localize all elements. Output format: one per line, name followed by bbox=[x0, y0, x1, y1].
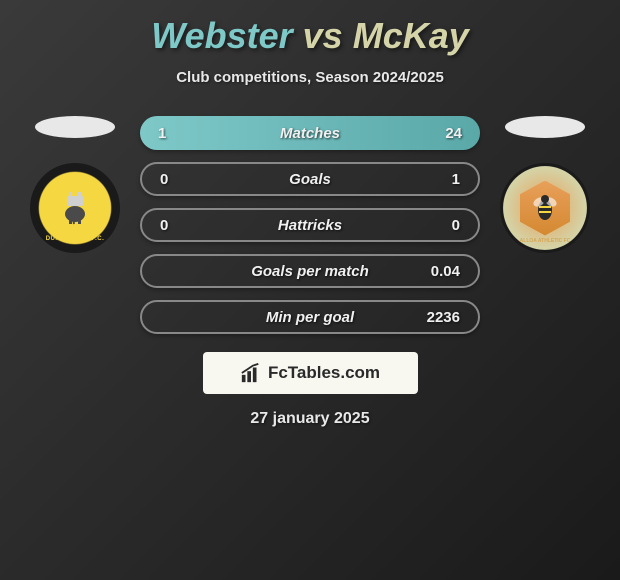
stat-right-value: 0 bbox=[420, 217, 460, 234]
left-club-badge: DFC DUMBARTON F.C. bbox=[30, 163, 120, 253]
left-badge-column: DFC DUMBARTON F.C. bbox=[25, 116, 125, 253]
stat-row-min-per-goal: Min per goal 2236 bbox=[140, 300, 480, 334]
stat-label: Min per goal bbox=[266, 309, 354, 326]
stat-left-value: 1 bbox=[158, 125, 198, 142]
watermark[interactable]: FcTables.com bbox=[203, 352, 418, 394]
stats-column: 1 Matches 24 0 Goals 1 0 Hattricks 0 Goa… bbox=[140, 116, 480, 334]
stat-label: Goals bbox=[289, 171, 331, 188]
stat-right-value: 0.04 bbox=[420, 263, 460, 280]
stat-row-goals-per-match: Goals per match 0.04 bbox=[140, 254, 480, 288]
player1-name: Webster bbox=[151, 15, 292, 56]
subtitle: Club competitions, Season 2024/2025 bbox=[0, 69, 620, 86]
main-container: Webster vs McKay Club competitions, Seas… bbox=[0, 0, 620, 438]
stat-right-value: 24 bbox=[422, 125, 462, 142]
page-title: Webster vs McKay bbox=[0, 15, 620, 57]
badge-left-top-text: DFC bbox=[67, 174, 83, 183]
stat-row-goals: 0 Goals 1 bbox=[140, 162, 480, 196]
stat-right-value: 1 bbox=[420, 171, 460, 188]
date-label: 27 january 2025 bbox=[0, 410, 620, 428]
right-badge-column: ALLOA ATHLETIC FC bbox=[495, 116, 595, 253]
right-flag-icon bbox=[505, 116, 585, 138]
vs-text: vs bbox=[303, 15, 343, 56]
watermark-text: FcTables.com bbox=[268, 363, 380, 383]
player2-name: McKay bbox=[353, 15, 469, 56]
stat-row-matches: 1 Matches 24 bbox=[140, 116, 480, 150]
chart-icon bbox=[240, 362, 262, 384]
stat-label: Matches bbox=[280, 125, 340, 142]
badge-right-bottom-text: ALLOA ATHLETIC FC bbox=[520, 238, 571, 244]
badge-left-bottom-text: DUMBARTON F.C. bbox=[46, 236, 105, 242]
stat-right-value: 2236 bbox=[420, 309, 460, 326]
elephant-icon bbox=[48, 181, 103, 236]
left-flag-icon bbox=[35, 116, 115, 138]
stat-row-hattricks: 0 Hattricks 0 bbox=[140, 208, 480, 242]
stat-left-value: 0 bbox=[160, 171, 200, 188]
stat-label: Goals per match bbox=[251, 263, 369, 280]
right-club-badge: ALLOA ATHLETIC FC bbox=[500, 163, 590, 253]
content-row: DFC DUMBARTON F.C. 1 bbox=[0, 116, 620, 334]
wasp-icon bbox=[520, 181, 570, 236]
stat-label: Hattricks bbox=[278, 217, 342, 234]
stat-left-value: 0 bbox=[160, 217, 200, 234]
